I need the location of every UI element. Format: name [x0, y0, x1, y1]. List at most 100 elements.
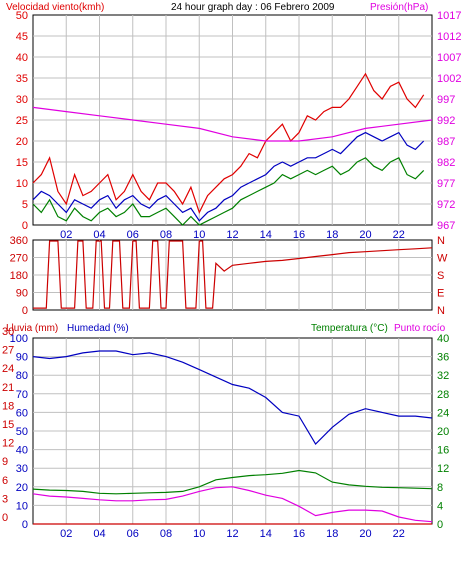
rain-tick-label: 30	[2, 326, 14, 338]
y2-tick-label: 12	[437, 463, 449, 475]
rain-tick-label: 6	[2, 475, 8, 487]
x-tick-label: 12	[226, 229, 238, 241]
series-line-0-1	[32, 131, 425, 222]
rain-tick-label: 18	[2, 400, 14, 412]
x-tick-label: 14	[260, 528, 272, 540]
series-line-0-2	[32, 156, 425, 226]
y2-tick-label: 997	[437, 94, 455, 106]
y-tick-label: 0	[22, 220, 28, 232]
y-tick-label: 25	[16, 115, 28, 127]
y2-tick-label: 36	[437, 352, 449, 364]
x-tick-label: 10	[193, 528, 205, 540]
y2-tick-label: 28	[437, 389, 449, 401]
x-tick-label: 14	[260, 229, 272, 241]
series-line-2-1	[32, 469, 433, 495]
temp-humidity-grid	[33, 338, 432, 524]
wind-direction-grid	[33, 240, 432, 310]
y2-tick-label: 4	[437, 500, 443, 512]
y-tick-label: 180	[10, 270, 28, 282]
y-tick-label: 35	[16, 73, 28, 85]
x-tick-label: 20	[359, 229, 371, 241]
x-tick-label: 18	[326, 528, 338, 540]
rain-tick-label: 12	[2, 438, 14, 450]
x-tick-label: 04	[93, 229, 105, 241]
y-tick-label: 70	[16, 389, 28, 401]
x-tick-label: 22	[393, 229, 405, 241]
series-line-1-0	[33, 240, 433, 309]
y2-tick-label: 977	[437, 178, 455, 190]
y2-tick-label: 20	[437, 426, 449, 438]
y2-tick-label: 32	[437, 370, 449, 382]
series-line-0-3	[32, 106, 433, 142]
y-tick-label: 270	[10, 253, 28, 265]
rain-tick-label: 24	[2, 363, 14, 375]
y2-tick-label: 982	[437, 157, 455, 169]
y-tick-label: 10	[16, 178, 28, 190]
pressure-axis: 967 972 977 982 987 992 997 1002 1007 1012 1017	[437, 10, 461, 232]
y-tick-label: 0	[22, 305, 28, 317]
series-line-2-2	[32, 486, 433, 523]
y-tick-label: 0	[22, 519, 28, 531]
y2-tick-label: E	[437, 288, 444, 300]
y-tick-label: 40	[16, 52, 28, 64]
y2-tick-label: 992	[437, 115, 455, 127]
series-line-0-0	[32, 72, 425, 214]
y-tick-label: 100	[10, 333, 28, 345]
y-tick-label: 90	[16, 352, 28, 364]
y-tick-label: 50	[16, 10, 28, 22]
wind-pressure-series	[32, 72, 433, 226]
y2-tick-label: 1012	[437, 31, 461, 43]
wind-pressure-grid	[33, 15, 432, 225]
y-tick-label: 10	[16, 500, 28, 512]
rain-title: Lluvia (mm)	[6, 323, 58, 334]
y-tick-label: 30	[16, 463, 28, 475]
temperature-title: Temperatura (°C)	[311, 323, 388, 334]
x-tick-label: 06	[127, 229, 139, 241]
wind-speed-title: Velocidad viento(kmh)	[6, 2, 104, 13]
rain-tick-label: 27	[2, 345, 14, 357]
y2-tick-label: N	[437, 235, 445, 247]
x-tick-label: 16	[293, 229, 305, 241]
wind-speed-axis: 0 5 10 15 20 25 30 35 40 45 50	[16, 10, 28, 232]
time-axis-bottom: 02 04 06 08 10 12 14 16 18 20 22	[60, 528, 405, 540]
y2-tick-label: 1002	[437, 73, 461, 85]
temp-humidity-panel: 0102030405060708090100036912151821242730…	[2, 323, 449, 540]
y2-tick-label: 0	[437, 519, 443, 531]
humidity-rain-axis: 0 10 20 30 40 50 60 70 80 90 100 0 3 6 9 12 15 18 21 24 27 30	[2, 326, 28, 531]
wind-direction-series	[33, 240, 433, 309]
y2-tick-label: 1007	[437, 52, 461, 64]
y2-tick-label: 987	[437, 136, 455, 148]
y-tick-label: 40	[16, 445, 28, 457]
temperature-axis: 0 4 8 12 16 20 24 28 32 36 40	[437, 333, 449, 531]
rain-tick-label: 21	[2, 382, 14, 394]
y-tick-label: 50	[16, 426, 28, 438]
x-tick-label: 12	[226, 528, 238, 540]
y2-tick-label: 16	[437, 445, 449, 457]
x-tick-label: 02	[60, 528, 72, 540]
x-tick-label: 22	[393, 528, 405, 540]
humidity-title: Humedad (%)	[67, 323, 129, 334]
pressure-title: Presión(hPa)	[370, 2, 428, 13]
x-tick-label: 16	[293, 528, 305, 540]
rain-tick-label: 0	[2, 512, 8, 524]
x-tick-label: 04	[93, 528, 105, 540]
x-tick-label: 06	[127, 528, 139, 540]
y-tick-label: 80	[16, 370, 28, 382]
temp-humidity-series	[32, 350, 433, 525]
rain-tick-label: 9	[2, 456, 8, 468]
y2-tick-label: W	[437, 253, 448, 265]
y-tick-label: 20	[16, 136, 28, 148]
graph-date-title: 24 hour graph day : 06 Febrero 2009	[171, 2, 335, 13]
x-tick-label: 10	[193, 229, 205, 241]
x-tick-label: 18	[326, 229, 338, 241]
y-tick-label: 60	[16, 407, 28, 419]
y2-tick-label: 967	[437, 220, 455, 232]
y-tick-label: 90	[16, 288, 28, 300]
dewpoint-title: Punto rocío	[394, 323, 446, 334]
x-tick-label: 08	[160, 229, 172, 241]
y2-tick-label: 40	[437, 333, 449, 345]
